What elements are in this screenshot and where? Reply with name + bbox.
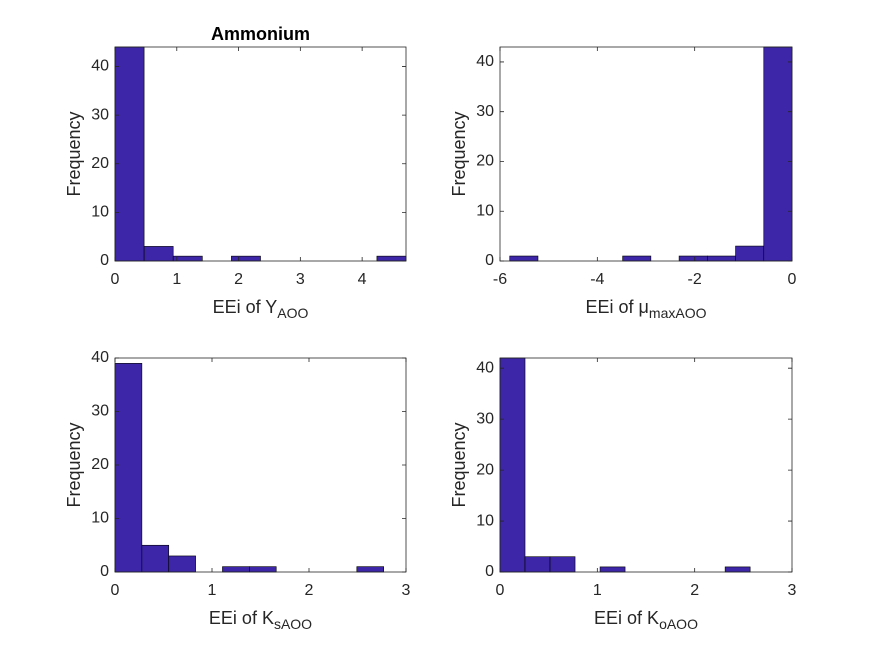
bar xyxy=(509,255,539,262)
x-tick-label: 2 xyxy=(234,271,243,288)
chart-title: Ammonium xyxy=(211,24,310,44)
bar xyxy=(724,566,751,573)
y-tick-label: 30 xyxy=(91,106,109,123)
x-tick-label: 1 xyxy=(172,271,181,288)
x-axis-label-subscript: oAOO xyxy=(659,616,698,632)
x-tick-label: 1 xyxy=(593,582,602,599)
x-tick-label: 0 xyxy=(111,271,120,288)
bar xyxy=(524,556,551,573)
y-tick-label: 0 xyxy=(485,252,494,269)
x-tick-label: 0 xyxy=(496,582,505,599)
y-tick-label: 40 xyxy=(91,58,109,75)
bar xyxy=(143,246,174,262)
y-tick-label: 10 xyxy=(91,510,109,527)
x-tick-label: 3 xyxy=(296,271,305,288)
bar xyxy=(622,255,652,262)
x-tick-label: 2 xyxy=(690,582,699,599)
x-axis-label-subscript: sAOO xyxy=(274,616,312,632)
bar xyxy=(114,363,143,573)
y-tick-label: 0 xyxy=(100,252,109,269)
x-axis-label: EEi of KsAOO xyxy=(209,608,312,632)
x-axis-label-subscript: AOO xyxy=(277,305,308,321)
y-tick-label: 0 xyxy=(485,563,494,580)
y-tick-label: 40 xyxy=(476,53,494,70)
y-tick-label: 20 xyxy=(476,153,494,170)
bar xyxy=(114,46,145,262)
bar xyxy=(231,255,261,262)
bar xyxy=(707,255,736,262)
bar xyxy=(599,566,626,573)
x-axis-label: EEi of KoAOO xyxy=(594,608,698,632)
bar xyxy=(172,255,203,262)
bar xyxy=(499,357,526,573)
bar xyxy=(678,255,708,262)
y-tick-label: 20 xyxy=(91,456,109,473)
x-tick-label: 2 xyxy=(305,582,314,599)
axes-box xyxy=(114,46,407,262)
x-tick-label: -4 xyxy=(590,271,604,288)
y-tick-label: 10 xyxy=(476,202,494,219)
y-axis-label: Frequency xyxy=(449,111,469,196)
y-tick-label: 30 xyxy=(91,403,109,420)
bar xyxy=(222,566,250,573)
y-axis-label: Frequency xyxy=(64,422,84,507)
bar xyxy=(763,46,793,262)
y-axis-label: Frequency xyxy=(449,422,469,507)
y-tick-label: 30 xyxy=(476,103,494,120)
x-tick-label: -6 xyxy=(493,271,507,288)
x-axis-label: EEi of μmaxAOO xyxy=(586,297,707,321)
x-tick-label: 0 xyxy=(788,271,797,288)
x-axis-label-subscript: maxAOO xyxy=(649,305,707,321)
bar xyxy=(141,544,170,573)
x-tick-label: 4 xyxy=(358,271,367,288)
x-axis-label-text: EEi of K xyxy=(594,608,659,628)
bar xyxy=(549,556,576,573)
y-tick-label: 30 xyxy=(476,410,494,427)
y-tick-label: 10 xyxy=(476,512,494,529)
x-axis-label-text: EEi of μ xyxy=(586,297,649,317)
y-tick-label: 20 xyxy=(91,155,109,172)
x-tick-label: -2 xyxy=(688,271,702,288)
x-tick-label: 3 xyxy=(402,582,411,599)
bar xyxy=(376,255,407,262)
x-tick-label: 0 xyxy=(111,582,120,599)
x-axis-label: EEi of YAOO xyxy=(213,297,309,321)
y-tick-label: 10 xyxy=(91,204,109,221)
bar xyxy=(356,566,384,573)
axes-box xyxy=(499,357,793,573)
x-tick-label: 3 xyxy=(788,582,797,599)
x-axis-label-text: EEi of Y xyxy=(213,297,278,317)
y-tick-label: 20 xyxy=(476,461,494,478)
bar xyxy=(735,245,765,262)
x-axis-label-text: EEi of K xyxy=(209,608,274,628)
axes-box xyxy=(114,357,407,573)
bar xyxy=(168,555,196,573)
bar xyxy=(249,566,277,573)
y-tick-label: 40 xyxy=(476,359,494,376)
x-tick-label: 1 xyxy=(208,582,217,599)
y-tick-label: 40 xyxy=(91,349,109,366)
axes-box xyxy=(499,46,793,262)
y-tick-label: 0 xyxy=(100,563,109,580)
y-axis-label: Frequency xyxy=(64,111,84,196)
